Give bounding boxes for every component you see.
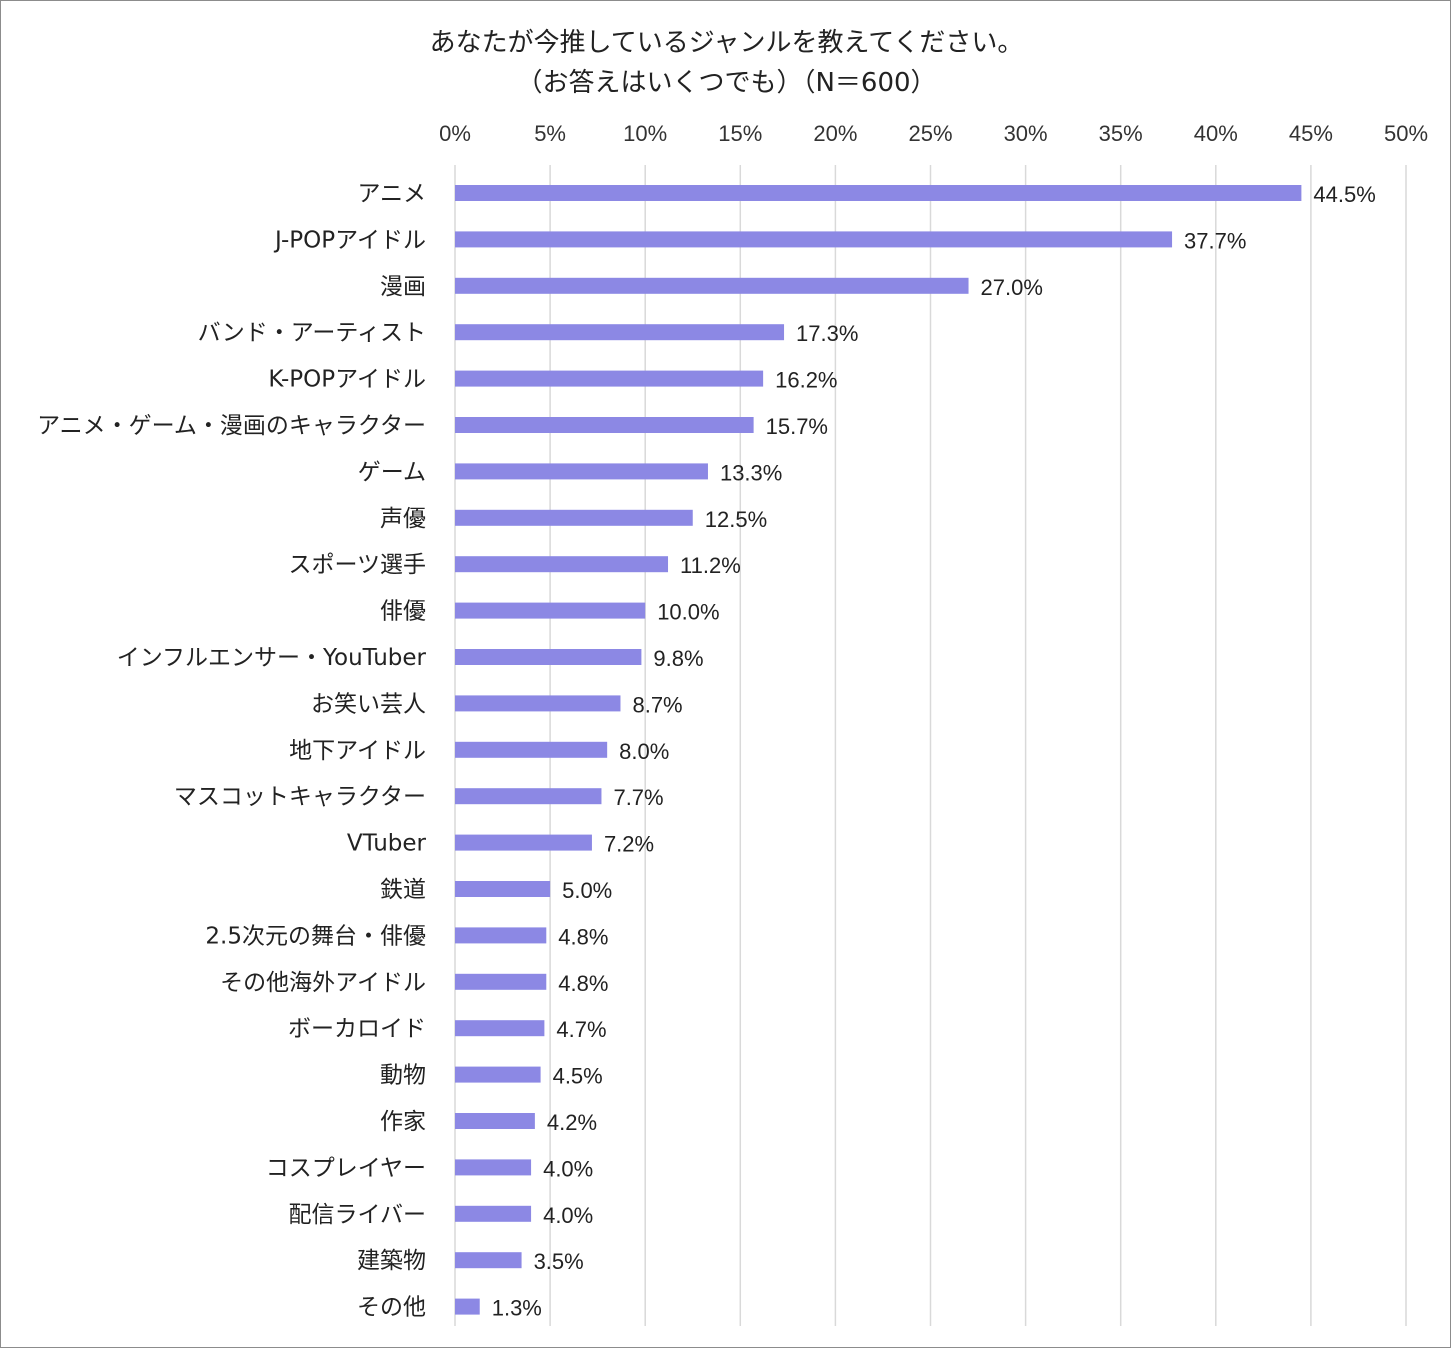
category-label: マスコットキャラクター — [174, 784, 426, 810]
bar — [455, 741, 608, 758]
category-label: コスプレイヤー — [266, 1155, 426, 1181]
bar — [455, 185, 1302, 201]
bar — [455, 277, 969, 294]
category-label: VTuber — [347, 831, 427, 857]
bar — [455, 1205, 532, 1222]
category-label: K-POPアイドル — [268, 367, 426, 393]
bar — [455, 1298, 480, 1315]
bars — [455, 185, 1302, 1315]
x-tick-label: 15% — [718, 121, 762, 146]
category-label: その他 — [357, 1295, 426, 1321]
category-label: 漫画 — [380, 274, 426, 300]
value-label: 8.0% — [619, 739, 669, 764]
category-label: バンド・アーティスト — [198, 320, 426, 346]
x-tick-label: 40% — [1194, 121, 1238, 146]
bar — [455, 788, 602, 805]
category-label: ボーカロイド — [288, 1016, 426, 1042]
chart-title: あなたが今推しているジャンルを教えてください。 — [429, 28, 1024, 58]
category-label: 配信ライバー — [288, 1202, 426, 1228]
value-label: 7.2% — [604, 832, 654, 857]
value-label: 11.2% — [680, 553, 741, 578]
value-label: 44.5% — [1313, 182, 1375, 207]
value-label: 4.0% — [543, 1203, 593, 1228]
bar — [455, 417, 754, 433]
x-tick-label: 20% — [813, 121, 857, 146]
category-label: 声優 — [380, 506, 426, 532]
bar — [455, 602, 646, 619]
value-label: 8.7% — [632, 692, 682, 717]
bar — [455, 231, 1173, 248]
value-label: 3.5% — [534, 1249, 584, 1274]
bar — [455, 556, 669, 573]
category-label: 地下アイドル — [289, 738, 426, 764]
x-axis-ticks: 0% 5% 10% 15% 20% 25% 30% 35% 40% 45% 50% — [439, 121, 1428, 146]
value-label: 9.8% — [653, 646, 703, 671]
x-tick-label: 5% — [534, 121, 566, 146]
x-tick-label: 35% — [1099, 121, 1143, 146]
category-label: スポーツ選手 — [288, 552, 426, 578]
value-label: 4.2% — [547, 1110, 597, 1135]
value-label: 4.8% — [558, 924, 608, 949]
value-label: 4.7% — [556, 1017, 606, 1042]
bar — [455, 370, 764, 387]
bar — [455, 649, 642, 665]
bar — [455, 973, 547, 990]
category-label: その他海外アイドル — [220, 970, 426, 996]
bar — [455, 509, 693, 526]
value-label: 4.0% — [543, 1156, 593, 1181]
category-label: ゲーム — [358, 459, 426, 485]
category-label: 作家 — [380, 1109, 426, 1135]
bar — [455, 834, 592, 851]
chart-subtitle: （お答えはいくつでも）（N＝600） — [516, 68, 937, 98]
value-label: 4.8% — [558, 971, 608, 996]
bar — [455, 1066, 541, 1083]
category-label: お笑い芸人 — [311, 691, 426, 717]
value-label: 17.3% — [796, 321, 858, 346]
value-label: 7.7% — [613, 785, 663, 810]
value-label: 10.0% — [657, 600, 719, 625]
bar — [455, 463, 708, 480]
category-label: 俳優 — [380, 599, 426, 625]
category-label: アニメ・ゲーム・漫画のキャラクター — [37, 413, 426, 439]
bar — [455, 1020, 545, 1037]
category-label: 2.5次元の舞台・俳優 — [205, 923, 426, 949]
bar — [455, 881, 551, 897]
value-label: 12.5% — [705, 507, 767, 532]
value-label: 13.3% — [720, 460, 782, 485]
x-tick-label: 25% — [908, 121, 952, 146]
bar — [455, 324, 785, 341]
value-label: 5.0% — [562, 878, 612, 903]
category-label: 建築物 — [357, 1248, 426, 1274]
value-label: 15.7% — [766, 414, 828, 439]
x-tick-label: 0% — [439, 121, 471, 146]
bar — [455, 927, 547, 944]
bar — [455, 1252, 522, 1269]
x-tick-label: 10% — [623, 121, 667, 146]
gridlines — [454, 165, 1407, 1326]
value-label: 4.5% — [553, 1064, 603, 1089]
value-label: 16.2% — [775, 368, 837, 393]
x-tick-label: 30% — [1004, 121, 1048, 146]
value-label: 37.7% — [1184, 228, 1246, 253]
category-label: 鉄道 — [380, 877, 426, 903]
value-label: 27.0% — [981, 275, 1043, 300]
x-tick-label: 45% — [1289, 121, 1333, 146]
bar — [455, 1159, 532, 1176]
bar — [455, 1113, 535, 1129]
bar — [455, 695, 621, 712]
value-labels: 44.5% 37.7% 27.0% 17.3% 16.2% 15.7% 13.3% 12.5%… — [492, 182, 1376, 1321]
category-label: アニメ — [357, 181, 426, 207]
x-tick-label: 50% — [1384, 121, 1428, 146]
category-label: J-POPアイドル — [273, 227, 426, 253]
category-label: インフルエンサー・YouTuber — [117, 645, 427, 671]
value-label: 1.3% — [492, 1296, 542, 1321]
category-label: 動物 — [380, 1063, 426, 1089]
